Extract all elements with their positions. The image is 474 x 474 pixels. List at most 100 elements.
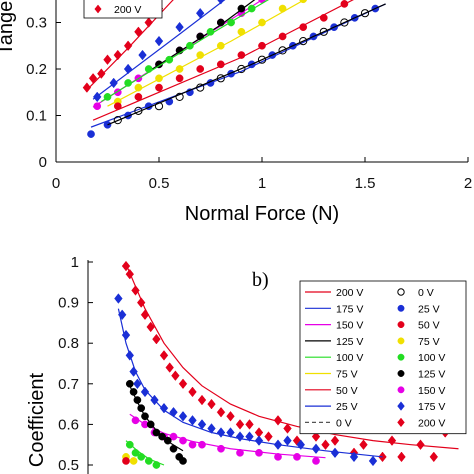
- legend-b-marker-100-v: [397, 353, 405, 361]
- point-200-v-9: [171, 370, 180, 381]
- x-tick-label-a: 0: [52, 175, 60, 192]
- legend-b-line-label-175-v: 175 V: [336, 303, 363, 315]
- legend-a-box: [83, 0, 163, 19]
- y-tick-label-b: 0.7: [58, 376, 79, 393]
- legend-b-marker-25-v: [397, 304, 405, 312]
- legend-b-marker-125-v: [397, 370, 405, 377]
- point-175-v-23: [330, 447, 340, 459]
- point-200-v-19: [264, 431, 273, 442]
- legend-b-marker-75-v: [397, 337, 405, 345]
- point-200-v-27: [359, 439, 368, 450]
- y-tick-label-b: 0.5: [58, 457, 79, 474]
- point-200-v-5: [146, 321, 155, 333]
- point-200-v-8: [165, 362, 174, 373]
- point-125-v-3: [216, 18, 225, 27]
- series-50-v: [122, 457, 130, 465]
- series-100-v: [125, 440, 165, 469]
- point-150-v-4: [169, 432, 178, 441]
- legend-b-line-label-50-v: 50 V: [336, 385, 358, 397]
- point-125-v-11: [179, 457, 187, 465]
- point-125-v-9: [169, 444, 178, 453]
- series-125-v: [125, 379, 187, 465]
- point-175-v-5: [133, 378, 142, 390]
- x-axis-label-a: Normal Force (N): [185, 203, 339, 225]
- legend-b-line-label-75-v: 75 V: [336, 369, 358, 381]
- point-175-v-25: [368, 455, 378, 467]
- point-175-v-17: [245, 431, 254, 442]
- point-100-v-2: [144, 65, 153, 73]
- point-175-v-20: [283, 435, 292, 446]
- point-125-v-1: [129, 388, 138, 396]
- point-0-v-12: [360, 9, 370, 18]
- point-200-v-30: [397, 451, 406, 463]
- point-200-v-7: [159, 350, 169, 361]
- point-75-v-4: [196, 51, 205, 59]
- series-50-v: [92, 0, 354, 121]
- point-175-v-3: [125, 350, 135, 361]
- point-100-v-4: [186, 41, 194, 50]
- point-175-v-19: [273, 439, 283, 450]
- point-125-v-6: [152, 428, 161, 437]
- point-175-v-11: [188, 415, 197, 426]
- point-200-v-10: [178, 378, 188, 390]
- series-175-v: [114, 293, 383, 467]
- y-tick-label-b: 0.6: [58, 416, 79, 433]
- point-125-v-5: [146, 420, 155, 429]
- point-50-v-5: [216, 60, 225, 69]
- fit-line-75-v: [107, 0, 306, 107]
- point-200-v-4: [140, 309, 150, 321]
- point-100-v-4: [152, 461, 161, 469]
- legend-b-marker-label-150-v: 150 V: [418, 385, 445, 397]
- point-25-v-0: [87, 130, 95, 138]
- point-175-v-2: [121, 329, 131, 341]
- y-tick-label-a: 0: [39, 154, 47, 171]
- point-0-v-4: [196, 83, 205, 92]
- point-200-v-0: [82, 82, 92, 93]
- point-75-v-1: [134, 83, 143, 92]
- point-50-v-6: [237, 51, 246, 59]
- x-tick-label-a: 0.5: [149, 175, 170, 192]
- point-200-v-21: [283, 423, 292, 434]
- point-175-v-12: [197, 419, 207, 430]
- point-200-v-4: [113, 49, 123, 61]
- point-175-v-4: [129, 366, 138, 377]
- y-tick-label-b: 0.8: [58, 335, 79, 352]
- point-100-v-1: [124, 79, 132, 87]
- point-125-v-2: [133, 396, 142, 404]
- point-50-v-8: [278, 32, 287, 41]
- point-200-v-7: [144, 17, 153, 28]
- point-150-v-0: [131, 416, 140, 425]
- chart-b: 0.5 0.6 0.7 0.8 0.9 1 Coefficient b) 200 V 175 V 1…: [26, 254, 467, 474]
- point-150-v-13: [312, 457, 320, 465]
- legend-b-line-label-25-v: 25 V: [336, 401, 358, 413]
- point-0-v-5: [216, 74, 225, 83]
- x-tick-label-a: 2: [464, 175, 472, 192]
- point-75-v-5: [216, 41, 225, 50]
- legend-b-marker-200-v: [397, 417, 405, 428]
- point-50-v-4: [196, 65, 205, 73]
- legend-b-marker-label-125-v: 125 V: [418, 369, 445, 381]
- y-tick-label-b: 0.9: [58, 295, 79, 312]
- legend-b-marker-label-0-v: 0 V: [418, 287, 434, 299]
- point-50-v-10: [319, 14, 328, 22]
- point-175-v-18: [254, 435, 264, 446]
- fit-line-175-v: [92, 0, 226, 100]
- point-200-v-25: [330, 435, 340, 446]
- point-50-v-7: [258, 41, 266, 50]
- y-axis-label-a: Tange: [0, 1, 17, 56]
- y-tick-label-b: 1: [71, 254, 79, 271]
- y-tick-label-a: 0.3: [26, 15, 47, 32]
- point-75-v-9: [299, 0, 307, 4]
- point-175-v-2: [123, 63, 133, 75]
- point-175-v-15: [226, 427, 235, 438]
- point-175-v-6: [140, 386, 150, 398]
- point-125-v-4: [141, 412, 149, 421]
- point-175-v-7: [217, 0, 225, 5]
- point-100-v-6: [227, 18, 235, 27]
- point-0-v-10: [319, 27, 328, 36]
- point-200-v-6: [134, 26, 143, 38]
- point-200-v-15: [226, 411, 235, 422]
- point-200-v-16: [235, 419, 245, 430]
- point-75-v-8: [278, 4, 287, 13]
